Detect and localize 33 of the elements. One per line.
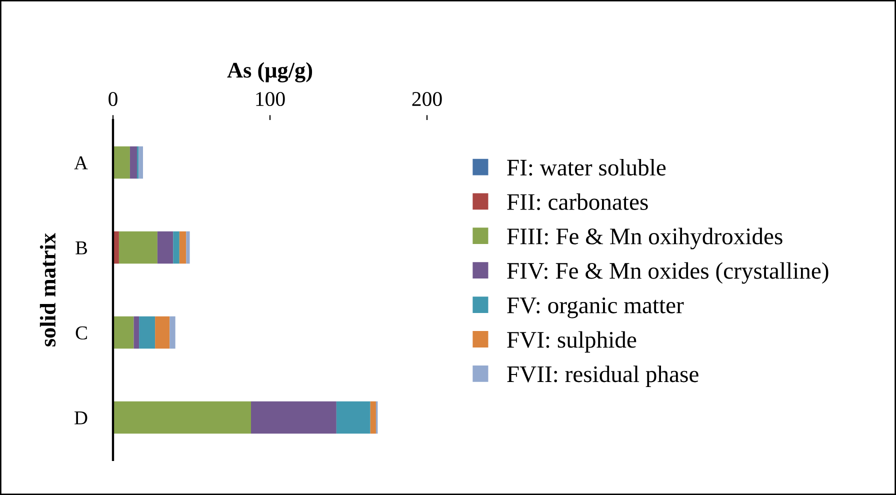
bar	[370, 401, 376, 434]
legend-label: FV: organic matter	[507, 297, 684, 318]
y-tick-label: A	[74, 156, 88, 170]
bar	[130, 146, 138, 179]
bar	[186, 231, 190, 264]
y-axis-title: solid matrix	[40, 233, 56, 346]
bar	[336, 401, 370, 434]
x-axis-title: As (μg/g)	[227, 62, 312, 82]
bar	[138, 146, 143, 179]
bar	[170, 316, 176, 349]
bar	[134, 316, 140, 349]
bar	[113, 401, 252, 434]
bar	[251, 401, 336, 434]
bar	[113, 316, 134, 349]
bar	[173, 231, 180, 264]
y-tick-label: B	[76, 242, 88, 254]
legend-label: FIII: Fe & Mn oxihydroxides	[507, 228, 782, 250]
bar	[179, 231, 186, 264]
legend-label: FI: water soluble	[507, 159, 666, 176]
bar	[118, 231, 158, 264]
y-tick-label: C	[76, 326, 87, 340]
legend-label: FVII: residual phase	[507, 366, 698, 387]
x-tick-label: 200	[412, 92, 442, 106]
legend-label: FII: carbonates	[507, 193, 648, 210]
x-tick-label: 100	[256, 92, 285, 106]
x-tick-label: 0	[108, 92, 118, 106]
bar	[155, 316, 170, 349]
bar	[113, 146, 130, 179]
bar	[139, 316, 156, 349]
legend-label: FVI: sulphide	[507, 331, 636, 353]
bar	[157, 231, 174, 264]
y-tick-label: D	[74, 412, 88, 424]
legend-label: FIV: Fe & Mn oxides (crystalline)	[507, 262, 828, 284]
